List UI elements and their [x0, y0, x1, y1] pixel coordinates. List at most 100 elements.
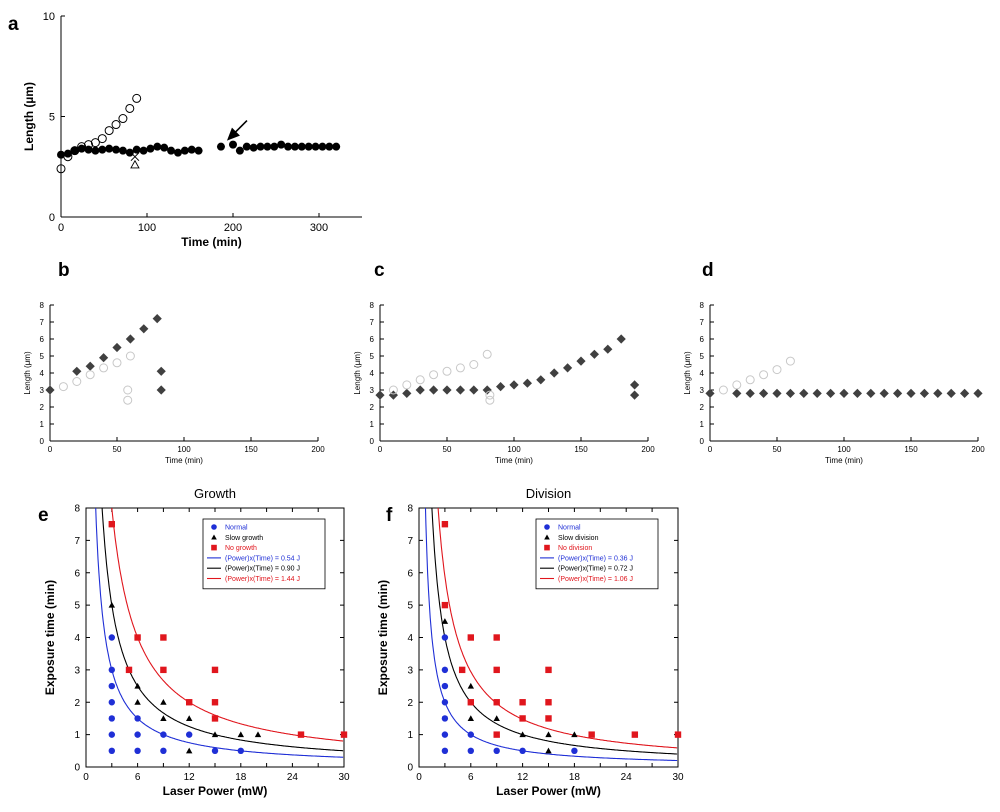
data-point	[496, 382, 506, 392]
data-point	[186, 747, 193, 754]
data-point	[509, 380, 519, 390]
y-tick-label: 0	[700, 437, 705, 446]
data-point	[852, 388, 862, 398]
data-point	[57, 150, 65, 159]
data-point	[160, 747, 167, 755]
y-tick-label: 8	[700, 301, 705, 310]
y-axis-title: Exposure time (min)	[43, 580, 57, 695]
data-point	[458, 666, 466, 674]
y-tick-label: 1	[370, 420, 375, 429]
data-point	[297, 731, 305, 738]
data-point	[318, 142, 327, 151]
data-point	[469, 385, 479, 395]
energy-curve	[431, 508, 678, 755]
data-point	[732, 388, 742, 398]
data-point	[455, 385, 465, 395]
legend-box	[202, 518, 326, 590]
x-tick-label: 150	[244, 445, 258, 454]
data-point	[108, 520, 115, 528]
data-point	[211, 699, 219, 706]
series-slow-growth	[108, 601, 262, 754]
x-tick-label: 12	[517, 772, 529, 783]
data-point	[194, 146, 203, 155]
data-point	[139, 324, 149, 334]
data-point	[187, 145, 196, 154]
y-tick-label: 5	[49, 111, 55, 123]
y-axis-title: Length (μm)	[23, 351, 32, 395]
data-point	[402, 388, 412, 398]
series-filled-circles	[57, 140, 341, 159]
x-tick-label: 50	[443, 445, 452, 454]
energy-curve	[95, 508, 344, 758]
y-tick-label: 7	[40, 318, 45, 327]
data-point	[139, 146, 148, 155]
data-point	[290, 142, 299, 151]
y-tick-label: 5	[40, 352, 45, 361]
data-point	[340, 731, 348, 738]
data-point	[571, 731, 578, 738]
data-point	[72, 377, 82, 386]
x-tick-label: 24	[287, 772, 299, 783]
data-point	[485, 390, 495, 400]
data-point	[256, 142, 265, 151]
data-point	[946, 388, 956, 398]
data-point	[718, 385, 728, 395]
data-point	[467, 715, 474, 721]
y-tick-label: 8	[370, 301, 375, 310]
data-point	[960, 388, 970, 398]
panel-c: c 0 1 2 3 4 5 6 7 8 0 50 100 150 200 Time (min) Length (…	[353, 260, 655, 465]
data-point	[242, 142, 251, 151]
y-tick-label: 6	[700, 335, 705, 344]
x-tick-label: 24	[621, 772, 633, 783]
panel-label: d	[702, 260, 714, 281]
y-tick-label: 6	[370, 335, 375, 344]
data-point	[919, 388, 929, 398]
data-point	[304, 142, 313, 151]
legend-label: Slow growth	[225, 535, 263, 542]
y-tick-label: 4	[700, 369, 705, 378]
x-tick-label: 0	[83, 772, 89, 783]
data-point	[118, 114, 128, 124]
y-tick-label: 4	[40, 369, 45, 378]
data-point	[173, 148, 182, 157]
data-point	[485, 395, 495, 405]
x-axis-title: Time (min)	[825, 456, 863, 465]
y-tick-label: 2	[700, 403, 705, 412]
legend-label: (Power)x(Time) = 0.54 J	[225, 555, 300, 562]
y-tick-label: 4	[407, 633, 413, 644]
y-tick-label: 8	[74, 504, 80, 515]
data-point	[134, 715, 141, 722]
data-point	[125, 351, 135, 361]
data-point	[160, 731, 167, 738]
data-point	[441, 634, 449, 641]
series-open-circles	[56, 93, 142, 174]
x-tick-label: 100	[837, 445, 851, 454]
data-point	[441, 618, 449, 624]
data-point	[146, 144, 155, 153]
data-point	[493, 715, 500, 721]
data-point	[519, 715, 526, 722]
data-point	[270, 142, 279, 151]
y-tick-label: 5	[370, 352, 375, 361]
series-cross	[130, 152, 140, 162]
data-point	[97, 134, 107, 144]
data-point	[130, 159, 140, 169]
series-open-circles	[718, 356, 795, 395]
data-point	[469, 360, 479, 369]
x-tick-label: 6	[135, 772, 141, 783]
data-point	[388, 385, 398, 395]
data-point	[467, 731, 474, 738]
data-point	[84, 145, 93, 154]
data-point	[56, 164, 66, 174]
data-point	[493, 747, 500, 755]
y-tick-label: 1	[700, 420, 705, 429]
data-point	[112, 358, 122, 368]
y-tick-label: 6	[74, 568, 80, 579]
data-point	[254, 731, 262, 738]
data-point	[108, 634, 116, 641]
data-point	[105, 144, 114, 153]
legend-label: Normal	[225, 525, 248, 532]
y-tick-label: 2	[407, 698, 413, 709]
data-point	[111, 120, 121, 130]
